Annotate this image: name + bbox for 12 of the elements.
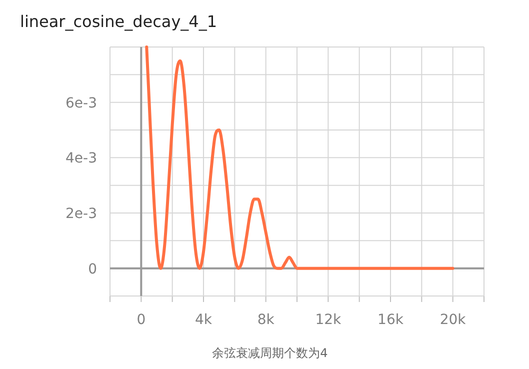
chart-title: linear_cosine_decay_4_1 — [20, 12, 218, 31]
x-tick-label: 0 — [136, 312, 146, 328]
y-tick-label: 0 — [88, 261, 97, 278]
x-tick-label: 12k — [315, 312, 342, 328]
x-tick-label: 8k — [257, 312, 276, 328]
x-tick-label: 16k — [378, 312, 404, 328]
x-tick-label: 20k — [440, 312, 467, 328]
y-tick-label: 2e-3 — [66, 206, 97, 222]
text: 余弦衰减周期个数为4 — [212, 346, 328, 360]
y-tick-label: 6e-3 — [66, 95, 97, 112]
x-tick-label: 4k — [194, 312, 213, 328]
y-tick-label: 4e-3 — [66, 150, 97, 167]
